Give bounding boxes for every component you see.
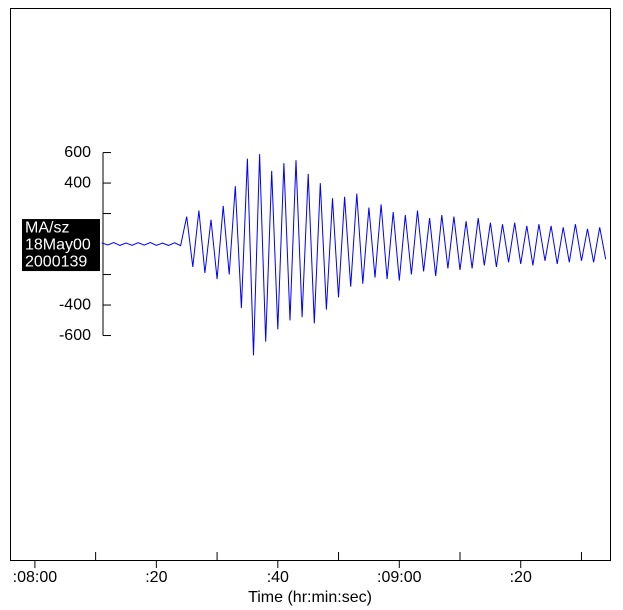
- y-tick-label: 600: [64, 144, 91, 161]
- y-tick-label: -400: [59, 296, 91, 313]
- waveform: [101, 154, 607, 356]
- x-tick-label: :40: [267, 569, 289, 586]
- plot-frame: [10, 8, 611, 561]
- station-label: MA/sz: [25, 219, 69, 236]
- x-tick-label: :08:00: [13, 569, 58, 586]
- y-tick-label: -600: [59, 327, 91, 344]
- station-label: 2000139: [25, 253, 87, 270]
- y-tick-label: 400: [64, 174, 91, 191]
- station-label: 18May00: [25, 236, 91, 253]
- x-tick-label: :09:00: [377, 569, 422, 586]
- x-axis-label: Time (hr:min:sec): [248, 589, 372, 606]
- x-tick-label: :20: [510, 569, 532, 586]
- x-tick-label: :20: [145, 569, 167, 586]
- station-label-box: [22, 219, 100, 272]
